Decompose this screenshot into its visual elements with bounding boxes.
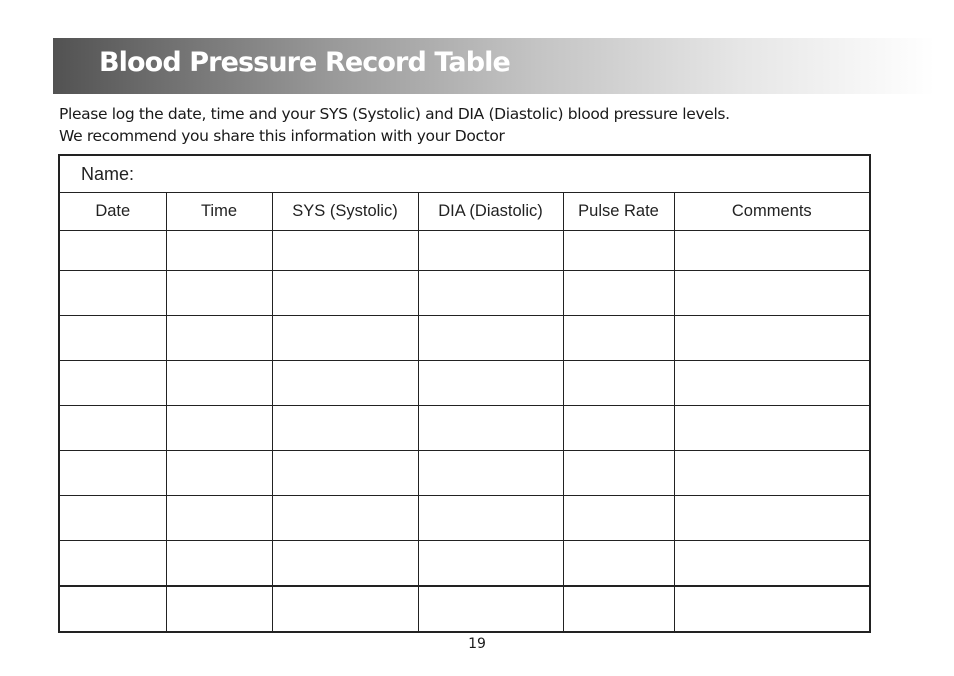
systolic-cell bbox=[271, 230, 419, 271]
diastolic-cell bbox=[417, 230, 564, 271]
date-cell bbox=[58, 585, 167, 633]
table-row bbox=[58, 585, 871, 633]
pulse-rate-cell bbox=[562, 315, 675, 361]
time-cell bbox=[165, 585, 273, 633]
time-cell bbox=[165, 315, 273, 361]
diastolic-cell bbox=[417, 405, 564, 451]
diastolic-cell bbox=[417, 360, 564, 406]
pulse-rate-cell bbox=[562, 540, 675, 587]
diastolic-cell bbox=[417, 270, 564, 316]
comments-cell bbox=[673, 230, 871, 271]
diastolic-cell bbox=[417, 450, 564, 496]
column-header-date: Date bbox=[58, 192, 167, 231]
date-cell bbox=[58, 450, 167, 496]
time-cell bbox=[165, 495, 273, 541]
systolic-cell bbox=[271, 315, 419, 361]
systolic-cell bbox=[271, 540, 419, 587]
date-cell bbox=[58, 405, 167, 451]
systolic-cell bbox=[271, 495, 419, 541]
date-cell bbox=[58, 315, 167, 361]
blood-pressure-table: Name: Date Time SYS (Systolic) DIA (Dias… bbox=[58, 154, 872, 633]
time-cell bbox=[165, 540, 273, 587]
column-header-row: Date Time SYS (Systolic) DIA (Diastolic)… bbox=[58, 192, 871, 231]
name-label: Name: bbox=[58, 154, 871, 193]
pulse-rate-cell bbox=[562, 230, 675, 271]
diastolic-cell bbox=[417, 540, 564, 587]
intro-line-1: Please log the date, time and your SYS (… bbox=[59, 105, 730, 123]
comments-cell bbox=[673, 495, 871, 541]
time-cell bbox=[165, 230, 273, 271]
table-row bbox=[58, 540, 871, 587]
date-cell bbox=[58, 270, 167, 316]
pulse-rate-cell bbox=[562, 270, 675, 316]
column-header-systolic: SYS (Systolic) bbox=[271, 192, 419, 231]
table-row bbox=[58, 360, 871, 406]
systolic-cell bbox=[271, 450, 419, 496]
systolic-cell bbox=[271, 405, 419, 451]
table-row bbox=[58, 315, 871, 361]
time-cell bbox=[165, 450, 273, 496]
time-cell bbox=[165, 360, 273, 406]
comments-cell bbox=[673, 585, 871, 633]
page-number: 19 bbox=[468, 636, 486, 652]
table-row bbox=[58, 495, 871, 541]
date-cell bbox=[58, 360, 167, 406]
pulse-rate-cell bbox=[562, 585, 675, 633]
time-cell bbox=[165, 270, 273, 316]
comments-cell bbox=[673, 360, 871, 406]
time-cell bbox=[165, 405, 273, 451]
title-bar: Blood Pressure Record Table bbox=[53, 38, 935, 94]
comments-cell bbox=[673, 405, 871, 451]
comments-cell bbox=[673, 270, 871, 316]
intro-text: Please log the date, time and your SYS (… bbox=[59, 103, 730, 147]
comments-cell bbox=[673, 315, 871, 361]
date-cell bbox=[58, 540, 167, 587]
pulse-rate-cell bbox=[562, 450, 675, 496]
column-header-pulse-rate: Pulse Rate bbox=[562, 192, 675, 231]
systolic-cell bbox=[271, 585, 419, 633]
table-row bbox=[58, 450, 871, 496]
column-header-diastolic: DIA (Diastolic) bbox=[417, 192, 564, 231]
date-cell bbox=[58, 230, 167, 271]
diastolic-cell bbox=[417, 315, 564, 361]
table-row bbox=[58, 270, 871, 316]
table-row bbox=[58, 230, 871, 271]
systolic-cell bbox=[271, 360, 419, 406]
date-cell bbox=[58, 495, 167, 541]
pulse-rate-cell bbox=[562, 360, 675, 406]
pulse-rate-cell bbox=[562, 405, 675, 451]
pulse-rate-cell bbox=[562, 495, 675, 541]
comments-cell bbox=[673, 450, 871, 496]
column-header-time: Time bbox=[165, 192, 273, 231]
comments-cell bbox=[673, 540, 871, 587]
page-title: Blood Pressure Record Table bbox=[99, 47, 511, 78]
systolic-cell bbox=[271, 270, 419, 316]
column-header-comments: Comments bbox=[673, 192, 871, 231]
table-row bbox=[58, 405, 871, 451]
name-row: Name: bbox=[58, 154, 871, 193]
intro-line-2: We recommend you share this information … bbox=[59, 127, 505, 145]
diastolic-cell bbox=[417, 495, 564, 541]
diastolic-cell bbox=[417, 585, 564, 633]
